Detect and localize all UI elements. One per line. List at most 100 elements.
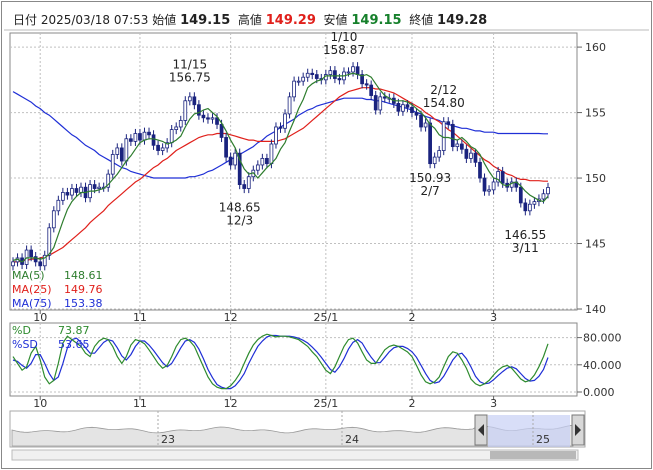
candle-down	[446, 121, 451, 125]
candle-down	[278, 126, 283, 129]
stochastic-legend: %D 73.87 %SD 53.65	[12, 324, 90, 351]
candle-down	[314, 74, 319, 79]
candle-up	[115, 147, 120, 155]
candle-down	[33, 256, 38, 263]
candle-up	[528, 203, 532, 212]
annotation-date: 2/12	[430, 83, 457, 97]
candle-up	[70, 188, 74, 196]
annotation-date: 2/7	[420, 184, 439, 198]
candle-up	[269, 143, 274, 165]
candle-up	[469, 152, 473, 159]
candle-up	[110, 154, 115, 175]
overview-selection[interactable]	[488, 415, 570, 447]
candle-down	[147, 131, 151, 136]
legend-ma5-label: MA(5)	[12, 269, 45, 282]
date-tick-label: 12	[224, 311, 238, 324]
price-tick-label: 140	[585, 303, 606, 316]
candle-down	[405, 104, 410, 108]
candle-down	[92, 184, 97, 189]
close-value: 149.28	[437, 13, 488, 28]
candle-down	[360, 74, 364, 85]
candle-down	[464, 148, 469, 159]
date-tick-label: 25/1	[313, 311, 338, 324]
low-label: 安値	[323, 13, 348, 27]
candle-down	[219, 123, 224, 138]
candle-down	[364, 83, 369, 86]
candle-down	[242, 184, 247, 189]
close-label: 終値	[409, 13, 434, 27]
candle-up	[491, 181, 496, 191]
candle-up	[142, 131, 147, 141]
date-tick-label: 10	[33, 397, 47, 410]
candle-up	[432, 156, 437, 165]
candle-up	[51, 210, 56, 229]
candle-down	[206, 117, 210, 120]
ma25-line-group	[13, 87, 548, 263]
date-tick-label: 10	[33, 311, 47, 324]
candle-up	[541, 193, 546, 200]
price-grid	[10, 33, 577, 310]
candle-down	[478, 161, 482, 179]
candle-down	[237, 152, 242, 185]
candle-up	[124, 138, 129, 162]
candle-down	[215, 117, 219, 125]
date-tick-label: 11	[133, 311, 147, 324]
overview-year-label: 25	[536, 433, 550, 446]
legend-pct-d-value: 73.87	[58, 324, 90, 337]
scrollbar-track[interactable]	[11, 449, 579, 461]
candle-up	[233, 152, 238, 166]
chevron-right-icon[interactable]	[575, 424, 581, 436]
overview-year-labels: 23 24 25	[157, 411, 550, 447]
candle-down	[473, 152, 478, 163]
legend-ma75-label: MA(75)	[12, 297, 52, 310]
annotation-value: 148.65	[219, 201, 261, 215]
annotation-date: 11/15	[173, 58, 208, 72]
date-tick-label: 2	[408, 397, 415, 410]
candle-down	[192, 96, 197, 106]
annotation-value: 146.55	[504, 228, 546, 242]
candle-down	[228, 156, 233, 166]
candle-down	[355, 66, 360, 75]
candle-down	[518, 186, 523, 204]
candle-up	[301, 76, 306, 82]
overview-left-handle[interactable]	[474, 414, 488, 446]
chevron-left-icon[interactable]	[478, 424, 484, 436]
price-tick-label: 155	[585, 107, 606, 120]
candle-down	[373, 95, 378, 111]
price-tick-label: 145	[585, 238, 606, 251]
candle-down	[382, 96, 387, 99]
candle-up	[292, 80, 296, 98]
date-label: 日付	[13, 13, 38, 27]
stochastic-tick-label: 40.000	[583, 359, 622, 372]
candle-down	[333, 70, 337, 79]
candle-down	[129, 138, 133, 142]
candle-down	[337, 78, 342, 81]
date-axis: 10 11 12 25/1 2 3	[33, 310, 497, 324]
date-tick-label: 12	[224, 397, 238, 410]
candle-down	[500, 171, 505, 184]
legend-ma25-label: MA(25)	[12, 283, 52, 296]
candle-up	[246, 176, 251, 189]
candle-up	[174, 126, 179, 130]
annotation-date: 3/11	[512, 241, 539, 255]
candle-up	[274, 126, 278, 145]
candle-up	[260, 158, 265, 166]
annotation-value: 158.87	[323, 43, 365, 57]
overview-year-label: 23	[161, 433, 175, 446]
candle-up	[328, 70, 333, 75]
overview-right-handle[interactable]	[571, 414, 585, 446]
candle-up	[61, 192, 65, 201]
stochastic-lines	[12, 333, 549, 390]
candle-up	[42, 254, 47, 267]
candle-up	[496, 171, 500, 183]
candle-up	[79, 186, 83, 193]
candle-down	[265, 158, 269, 165]
candle-up	[210, 117, 215, 120]
low-value: 149.15	[351, 13, 402, 28]
scrollbar-thumb[interactable]	[490, 451, 576, 459]
date-tick-label: 3	[490, 311, 497, 324]
open-label: 始値	[152, 13, 177, 27]
candle-up	[160, 147, 165, 151]
candle-up	[296, 80, 301, 83]
stochastic-panel	[9, 322, 578, 397]
